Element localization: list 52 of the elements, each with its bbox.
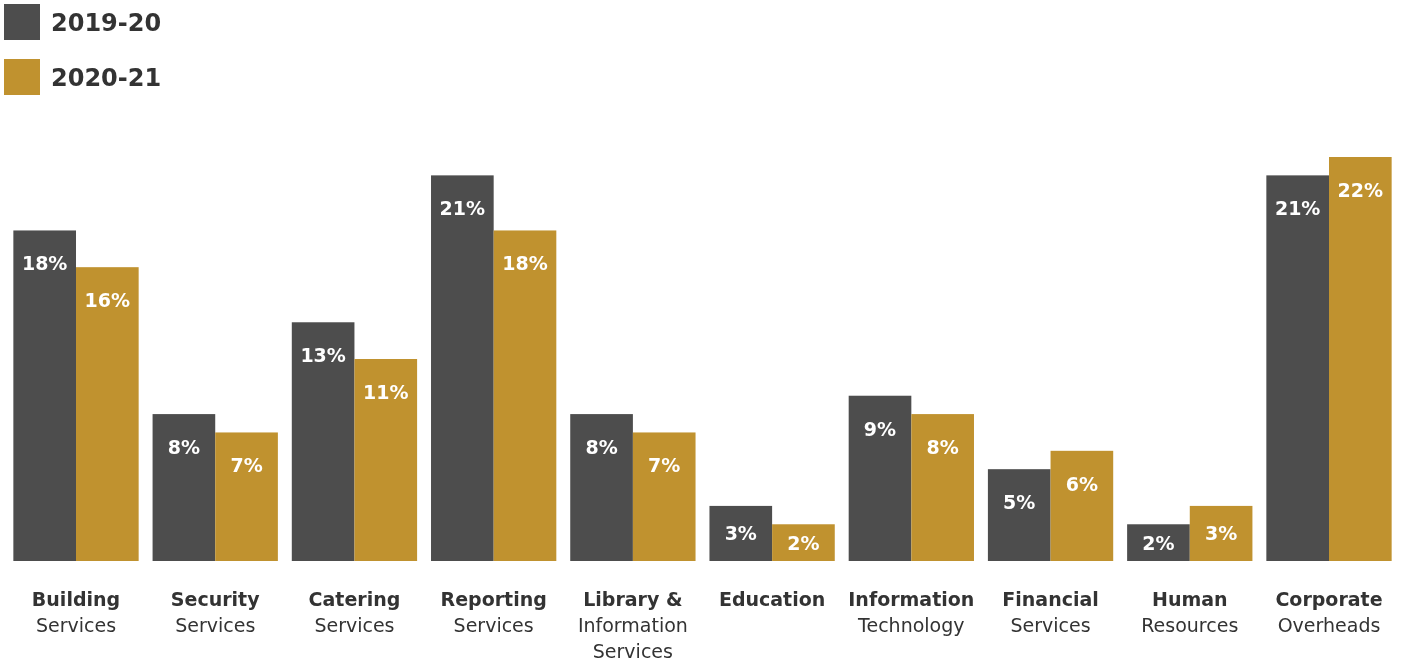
x-tick-label: Financial Services bbox=[1002, 588, 1099, 636]
x-tick-label: Building Services bbox=[31, 588, 121, 636]
bar bbox=[772, 524, 835, 561]
bar bbox=[1127, 524, 1190, 561]
data-label: 18% bbox=[502, 252, 548, 275]
bar bbox=[1266, 175, 1329, 561]
bar bbox=[291, 322, 355, 561]
data-label: 7% bbox=[230, 454, 263, 477]
bar bbox=[215, 432, 278, 561]
bar bbox=[570, 414, 633, 561]
x-tick-label: Information Technology bbox=[848, 588, 975, 636]
data-label: 2% bbox=[787, 531, 820, 554]
bar bbox=[76, 267, 139, 561]
bar bbox=[1329, 157, 1392, 561]
data-label: 7% bbox=[648, 454, 681, 477]
data-label: 22% bbox=[1337, 179, 1384, 201]
x-tick-label: Human Resources bbox=[1141, 588, 1239, 636]
bar bbox=[13, 230, 76, 561]
data-label: 21% bbox=[439, 197, 486, 220]
data-label: 13% bbox=[300, 344, 346, 367]
bar bbox=[1189, 505, 1253, 561]
data-label: 6% bbox=[1065, 472, 1099, 495]
bar bbox=[848, 395, 912, 561]
legend-label: 2020-21 bbox=[51, 64, 162, 92]
bar bbox=[632, 432, 696, 561]
bar bbox=[431, 175, 494, 561]
data-label: 9% bbox=[863, 417, 897, 440]
bar bbox=[987, 469, 1051, 561]
x-tick-label: Library & Information Services bbox=[577, 588, 688, 662]
x-tick-label: Reporting Services bbox=[440, 588, 547, 636]
data-label: 8% bbox=[585, 436, 618, 459]
data-label: 3% bbox=[1204, 522, 1238, 545]
bar bbox=[709, 505, 773, 561]
data-label: 21% bbox=[1274, 197, 1321, 220]
data-label: 18% bbox=[21, 252, 68, 275]
data-label: 8% bbox=[926, 436, 959, 459]
bar bbox=[911, 414, 974, 561]
data-label: 11% bbox=[363, 381, 409, 403]
bar bbox=[1050, 450, 1114, 561]
bar bbox=[354, 359, 418, 561]
data-label: 16% bbox=[84, 289, 131, 312]
x-tick-label: Catering Services bbox=[308, 588, 401, 636]
x-tick-label: Corporate Overheads bbox=[1275, 588, 1383, 636]
data-label: 2% bbox=[1142, 531, 1175, 554]
bar bbox=[493, 230, 557, 561]
x-tick-label: Education bbox=[718, 588, 826, 610]
legend-label: 2019-20 bbox=[51, 9, 162, 37]
data-label: 5% bbox=[1003, 491, 1036, 514]
x-tick-label: Security Services bbox=[170, 588, 261, 636]
data-label: 8% bbox=[167, 436, 201, 459]
bar bbox=[152, 414, 216, 561]
data-label: 3% bbox=[724, 522, 757, 545]
